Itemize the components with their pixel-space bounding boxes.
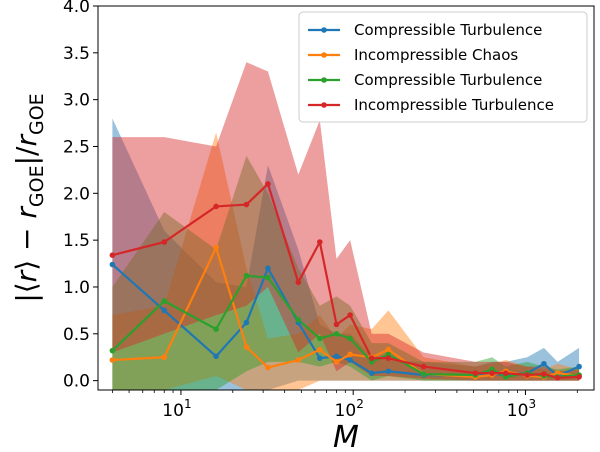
x-tick-label: 102 [335, 397, 364, 421]
point-series-4 [109, 252, 116, 258]
point-series-4 [420, 363, 427, 370]
legend-label: Compressible Turbulence [354, 21, 542, 39]
point-series-4 [213, 203, 219, 210]
legend-marker [321, 102, 327, 108]
point-series-4 [317, 239, 323, 245]
series-markers [109, 181, 582, 381]
y-tick-label: 0.5 [63, 325, 90, 345]
point-series-1 [333, 353, 340, 360]
point-series-3 [265, 274, 271, 281]
point-series-4 [541, 371, 547, 377]
band-series-2 [112, 132, 580, 390]
point-series-1 [243, 319, 250, 326]
point-series-1 [368, 370, 375, 376]
point-series-2 [109, 357, 116, 363]
point-series-4 [385, 355, 392, 361]
legend-marker [321, 52, 327, 58]
point-series-1 [541, 360, 547, 367]
y-tick-label: 2.5 [63, 137, 90, 157]
point-series-3 [243, 272, 250, 279]
point-series-1 [576, 363, 582, 370]
legend: Compressible Turbulence Incompressible Ch… [298, 11, 588, 123]
band-series-1 [112, 118, 580, 390]
y-tick-label: 0.0 [63, 372, 90, 392]
point-series-3 [347, 335, 353, 342]
svg-text:|⟨r⟩ − rGOE|/rGOE: |⟨r⟩ − rGOE|/rGOE [10, 93, 48, 302]
point-series-2 [347, 351, 353, 358]
y-tick-label: 3.5 [63, 44, 90, 64]
x-tick-label: 101 [162, 397, 191, 421]
y-tick-label: 2.0 [63, 184, 90, 204]
point-series-4 [576, 374, 582, 380]
point-series-2 [295, 357, 302, 363]
y-axis: 0.0 0.5 1.0 1.5 2.0 2.5 3.0 3.5 4.0 [63, 0, 98, 392]
point-series-2 [265, 364, 271, 371]
point-series-4 [524, 372, 531, 378]
point-series-2 [317, 346, 323, 353]
point-series-3 [213, 326, 219, 332]
legend-label: Incompressible Chaos [354, 46, 518, 64]
x-tick-label: 103 [507, 397, 536, 421]
point-series-4 [368, 355, 375, 361]
point-series-1 [385, 368, 392, 375]
point-series-3 [317, 335, 323, 342]
y-tick-label: 1.5 [63, 231, 90, 251]
point-series-4 [243, 201, 250, 208]
point-series-4 [295, 279, 302, 286]
legend-label: Incompressible Turbulence [354, 96, 554, 114]
point-series-1 [161, 307, 168, 314]
point-series-4 [489, 370, 495, 376]
point-series-2 [213, 244, 219, 251]
x-axis: 101 102 103 [111, 390, 578, 421]
band-series-3 [112, 155, 580, 390]
point-series-2 [161, 354, 168, 361]
point-series-3 [420, 371, 427, 377]
legend-marker [321, 77, 327, 83]
point-series-4 [265, 181, 271, 187]
point-series-3 [161, 298, 168, 304]
point-series-3 [295, 316, 302, 323]
y-axis-label: |⟨r⟩ − rGOE|/rGOE [10, 93, 48, 302]
y-tick-label: 4.0 [63, 0, 90, 17]
y-tick-label: 3.0 [63, 91, 90, 111]
legend-marker [321, 27, 327, 33]
point-series-2 [243, 344, 250, 350]
point-series-2 [333, 359, 340, 365]
band-series-4 [112, 62, 580, 381]
legend-label: Compressible Turbulence [354, 71, 542, 89]
legend-box [298, 11, 588, 123]
plot-frame [97, 5, 595, 391]
point-series-4 [472, 370, 479, 376]
x-axis-label: M [333, 420, 359, 452]
point-series-4 [333, 321, 340, 328]
point-series-3 [109, 347, 116, 354]
point-series-1 [265, 265, 271, 272]
point-series-4 [554, 375, 561, 381]
point-series-4 [161, 239, 168, 245]
point-series-2 [385, 346, 392, 353]
point-series-1 [213, 353, 219, 360]
point-series-1 [109, 261, 116, 268]
point-series-4 [347, 312, 353, 318]
point-series-1 [347, 357, 353, 363]
y-tick-label: 1.0 [63, 278, 90, 298]
uncertainty-bands [112, 62, 580, 390]
point-series-4 [502, 370, 509, 376]
point-series-1 [317, 355, 323, 361]
point-series-3 [333, 331, 340, 337]
